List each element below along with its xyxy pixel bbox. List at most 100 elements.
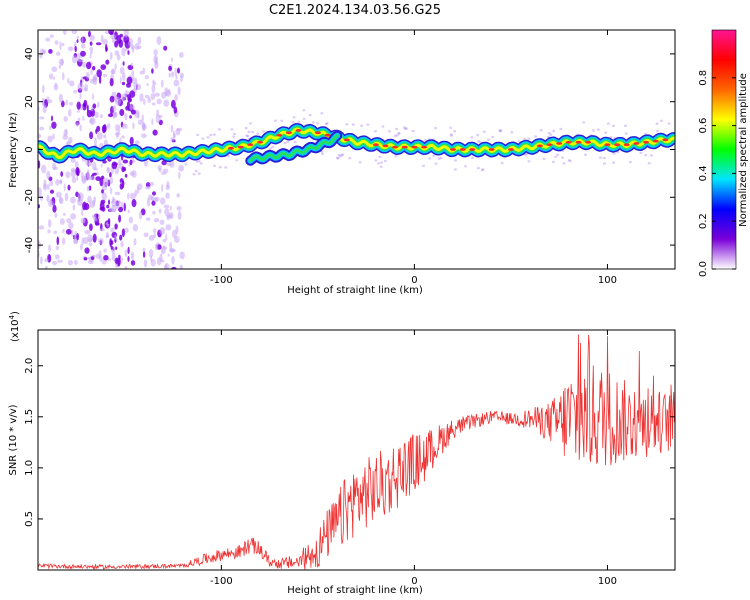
noise-blob (126, 101, 131, 109)
ridge-peak (623, 143, 630, 147)
faint-speck (500, 161, 504, 165)
noise-blob (52, 204, 57, 213)
colorbar-tick-label: 0.4 (698, 165, 709, 181)
y-tick-label: 20 (24, 95, 35, 108)
faint-speck (212, 133, 216, 136)
noise-blob (81, 171, 84, 179)
faint-speck (551, 160, 555, 164)
ridge-peak (401, 145, 408, 149)
faint-speck (283, 141, 287, 145)
noise-blob (58, 64, 62, 69)
noise-blob (130, 260, 136, 266)
noise-blob (64, 192, 69, 202)
noise-blob (79, 92, 82, 100)
noise-blob (58, 93, 64, 103)
noise-blob (77, 192, 84, 201)
noise-blob (103, 255, 109, 261)
noise-blob (54, 40, 59, 45)
noise-blob (44, 265, 48, 269)
x-tick-label: 100 (598, 576, 617, 587)
noise-blob (39, 116, 45, 120)
colorbar-tick-label: 0.8 (698, 70, 709, 86)
faint-speck (498, 128, 502, 132)
noise-blob (67, 260, 73, 266)
noise-blob (101, 192, 107, 201)
noise-blob (173, 106, 178, 114)
faint-speck (268, 147, 272, 150)
faint-speck (192, 173, 196, 176)
noise-blob (121, 228, 125, 237)
noise-blob (170, 137, 175, 142)
noise-blob (108, 30, 114, 35)
faint-speck (293, 140, 297, 144)
ridge-peak (421, 145, 428, 149)
noise-blob (167, 253, 170, 257)
noise-blob (107, 257, 111, 262)
noise-blob (65, 171, 71, 179)
noise-blob (111, 252, 116, 262)
faint-speck (320, 112, 324, 115)
spectrogram-panel: -100 0 100 -40 -20 0 20 40 Height of straight l… (8, 29, 676, 296)
faint-speck (197, 160, 201, 163)
noise-blob (48, 200, 54, 207)
ridge-peak (411, 145, 418, 149)
noise-blob (57, 259, 63, 263)
faint-speck (499, 129, 503, 133)
snr-panel: -100 0 100 0.5 1.0 1.5 2.0 Height of straight … (8, 311, 676, 596)
faint-speck (297, 120, 301, 124)
noise-blob (109, 187, 113, 195)
faint-speck (206, 136, 210, 139)
noise-blob (106, 204, 110, 209)
noise-blob (105, 59, 110, 65)
noise-blob (132, 224, 139, 232)
faint-speck (434, 162, 438, 165)
faint-speck (325, 122, 329, 125)
noise-blob (84, 229, 91, 235)
noise-blob (157, 165, 162, 171)
snr-x-label: Height of straight line (km) (287, 585, 423, 596)
noise-blob (123, 202, 126, 212)
noise-blob (76, 101, 81, 110)
ridge-peak (343, 138, 350, 142)
noise-blob (109, 95, 115, 103)
noise-blob (86, 104, 89, 113)
noise-blob (59, 197, 64, 205)
noise-blob (74, 161, 79, 169)
colorbar-gradient (711, 29, 737, 270)
noise-blob (137, 119, 143, 125)
noise-blob (46, 96, 50, 101)
noise-blob (148, 249, 154, 258)
ridge-peak (459, 148, 466, 151)
faint-speck (336, 156, 339, 160)
noise-blob (114, 50, 120, 56)
faint-speck (534, 135, 538, 138)
ridge-peak (372, 143, 379, 147)
noise-blob (160, 171, 167, 175)
noise-blob (100, 228, 105, 232)
faint-speck (403, 127, 407, 130)
x-tick-label: -100 (210, 576, 233, 587)
faint-speck (522, 137, 526, 141)
noise-blob (121, 47, 126, 57)
noise-blob (175, 225, 179, 234)
noise-blob (168, 88, 171, 95)
ridge-peak (565, 140, 572, 144)
colorbar-tick-label: 0.6 (698, 118, 709, 134)
noise-blob (52, 162, 57, 170)
faint-speck (395, 134, 399, 137)
noise-blob (153, 218, 160, 223)
noise-blob (129, 159, 133, 166)
noise-blob (119, 109, 125, 116)
noise-blob (81, 43, 86, 49)
faint-speck (644, 154, 648, 157)
faint-speck (562, 162, 566, 165)
noise-blob (88, 242, 93, 247)
noise-blob (173, 79, 180, 87)
snr-line (38, 334, 675, 570)
y-tick-label: 40 (24, 48, 35, 61)
noise-blob (44, 258, 49, 263)
faint-speck (380, 161, 383, 164)
noise-blob (51, 66, 58, 72)
noise-blob (124, 227, 129, 233)
faint-speck (337, 153, 341, 157)
